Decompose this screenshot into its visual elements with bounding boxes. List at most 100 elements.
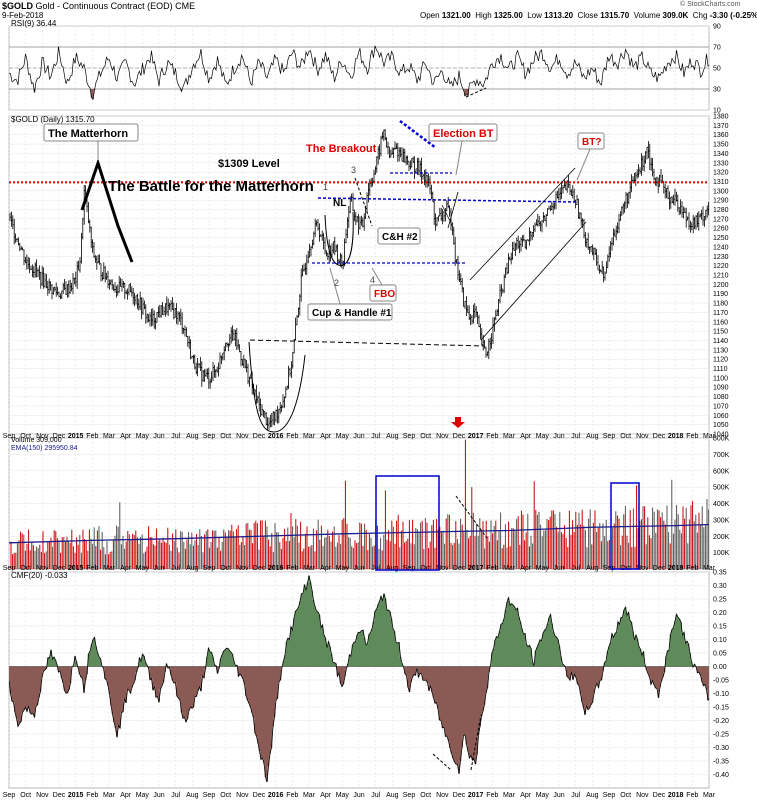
volume-value: 309.0K <box>662 11 689 20</box>
ch1-pointer <box>329 267 341 305</box>
price-y-tick-label: 1150 <box>713 329 728 336</box>
x-tick-label: Apr <box>120 565 132 572</box>
price-y-tick-label: 1260 <box>713 226 729 233</box>
x-tick-label: Aug <box>586 792 599 799</box>
x-tick-label: Mar <box>303 433 316 440</box>
open-value: 1321.00 <box>441 11 471 20</box>
x-tick-label: Sep <box>3 433 16 440</box>
x-tick-label: Aug <box>386 433 399 440</box>
x-tick-label: Dec <box>53 565 66 572</box>
cup-1-curve <box>248 341 306 433</box>
x-tick-label: Sep <box>203 433 216 440</box>
x-tick-label: Oct <box>420 792 431 799</box>
x-tick-label: Mar <box>503 565 516 572</box>
cmf-trend-b <box>470 714 482 771</box>
x-tick-label: Sep <box>203 792 216 799</box>
x-tick-label: Mar <box>103 565 116 572</box>
x-tick-label: May <box>536 433 550 440</box>
x-tick-label: Feb <box>86 433 98 440</box>
x-tick-label: Mar <box>503 433 516 440</box>
volume-legend: Volume 309,000 <box>11 437 62 444</box>
cup-1-rim <box>249 339 486 347</box>
cmf-y-tick-label: -0.25 <box>713 732 729 739</box>
matterhorn-box <box>43 123 139 142</box>
election-bt-box <box>428 123 498 142</box>
price-y-tick-label: 1160 <box>713 319 728 326</box>
x-tick-label: Nov <box>36 565 49 572</box>
x-tick-label: Sep <box>403 792 416 799</box>
x-tick-label: Nov <box>436 792 449 799</box>
x-tick-label: Feb <box>686 565 698 572</box>
red-arrow-icon <box>451 417 465 428</box>
x-tick-label: Aug <box>586 565 599 572</box>
x-tick-label: 2017 <box>468 792 484 799</box>
fbo-box <box>369 284 397 302</box>
x-tick-label: Feb <box>686 433 698 440</box>
x-tick-label: Sep <box>3 792 16 799</box>
price-y-tick-label: 1110 <box>713 366 728 373</box>
cmf-y-tick-label: -0.40 <box>713 772 729 779</box>
cmf-y-tick-label: -0.15 <box>713 705 729 712</box>
price-y-tick-label: 1310 <box>713 179 729 186</box>
cup-2-curve <box>324 211 354 266</box>
x-tick-label: Jun <box>153 433 164 440</box>
x-tick-label: Oct <box>220 433 231 440</box>
x-tick-label: Jul <box>371 433 380 440</box>
vol-y-tick-label: 700K <box>713 452 730 459</box>
price-y-tick-label: 1060 <box>713 413 729 420</box>
matterhorn-label: The Matterhorn <box>48 128 128 140</box>
x-tick-label: Dec <box>653 433 666 440</box>
x-tick-label: Mar <box>103 433 116 440</box>
x-tick-label: Jul <box>571 433 580 440</box>
election-bt-pointer <box>455 140 463 176</box>
cmf-y-tick-label: 0.05 <box>713 651 727 658</box>
x-tick-label: Sep <box>603 565 616 572</box>
x-tick-label: May <box>136 433 150 440</box>
x-tick-label: Nov <box>36 433 49 440</box>
x-tick-label: Nov <box>236 792 249 799</box>
cmf-panel <box>9 575 709 783</box>
neckline <box>317 197 576 203</box>
x-tick-label: 2018 <box>668 433 684 440</box>
marker-4: 4 <box>370 275 375 285</box>
x-tick-label: Dec <box>53 433 66 440</box>
x-tick-label: May <box>336 792 350 799</box>
x-tick-label: Feb <box>286 792 298 799</box>
cmf-y-tick-label: -0.05 <box>713 678 729 685</box>
channel-upper <box>469 167 576 281</box>
vol-y-tick-label: 600K <box>713 468 730 475</box>
price-y-tick-label: 1250 <box>713 235 729 242</box>
x-tick-label: Dec <box>253 433 266 440</box>
x-tick-label: Dec <box>253 565 266 572</box>
x-tick-label: Sep <box>603 433 616 440</box>
x-tick-label: Dec <box>653 565 666 572</box>
price-y-tick-label: 1090 <box>713 385 729 392</box>
x-tick-label: Dec <box>653 792 666 799</box>
price-y-tick-label: 1100 <box>713 375 728 382</box>
price-y-tick-label: 1120 <box>713 357 728 364</box>
bt-label: BT? <box>582 137 601 148</box>
x-tick-label: Jun <box>353 792 364 799</box>
price-y-tick-label: 1360 <box>713 132 729 139</box>
x-tick-label: Mar <box>303 565 316 572</box>
x-tick-label: Apr <box>120 433 132 440</box>
x-tick-label: May <box>536 792 550 799</box>
price-y-tick-label: 1300 <box>713 188 729 195</box>
marker-3: 3 <box>351 165 356 175</box>
x-tick-label: Apr <box>320 792 332 799</box>
x-tick-label: Oct <box>20 433 31 440</box>
x-tick-label: Apr <box>520 565 532 572</box>
election-bt-label: Election BT <box>433 128 494 140</box>
price-bars-up <box>9 129 709 430</box>
close-label: Close <box>577 11 598 20</box>
x-tick-label: Nov <box>636 792 649 799</box>
high-value: 1325.00 <box>493 11 523 20</box>
axis-labels: SepSepSepOctOctOctNovNovNovDecDecDec2015… <box>3 24 730 800</box>
x-tick-label: Oct <box>620 792 631 799</box>
price-panel-label: $GOLD (Daily) 1315.70 <box>11 115 95 124</box>
x-tick-label: Feb <box>286 433 298 440</box>
ch2-box <box>377 227 421 245</box>
x-tick-label: Oct <box>620 433 631 440</box>
x-tick-label: Jun <box>553 792 564 799</box>
